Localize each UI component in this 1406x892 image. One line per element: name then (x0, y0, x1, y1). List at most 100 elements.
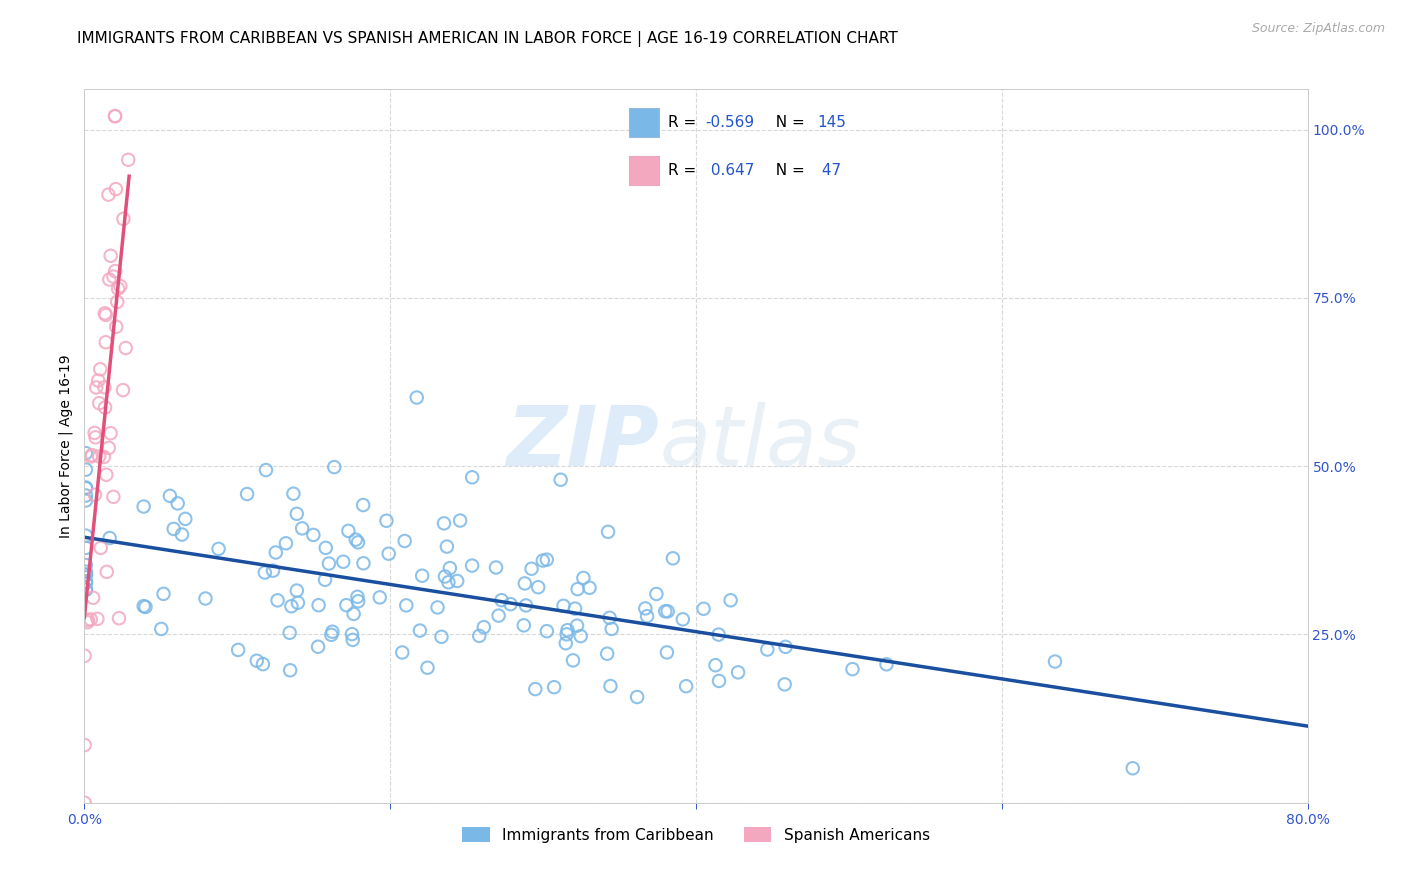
Point (291, 521, 314, 535)
Point (86, 612, 108, 626)
Point (226, 643, 249, 657)
Point (433, 569, 456, 583)
Point (672, 612, 695, 626)
Point (634, 601, 657, 615)
Point (513, 576, 536, 591)
Point (150, 622, 173, 636)
Point (352, 556, 374, 570)
Point (321, 624, 343, 639)
Point (555, 627, 578, 641)
Point (554, 636, 576, 650)
Point (134, 599, 156, 614)
Point (499, 597, 522, 611)
Point (461, 558, 484, 573)
Point (562, 653, 585, 667)
Point (83, 425, 105, 440)
Point (253, 566, 276, 580)
Point (105, 294, 128, 309)
Point (80, 450, 103, 464)
Point (94, 308, 117, 322)
Point (550, 473, 572, 487)
Point (264, 545, 287, 559)
Point (103, 490, 125, 504)
Point (524, 682, 547, 697)
Point (107, 282, 129, 296)
Point (75, 462, 97, 476)
Point (94, 335, 117, 350)
Point (75, 493, 97, 508)
Point (536, 552, 558, 566)
Point (626, 690, 648, 704)
Point (449, 514, 471, 528)
Text: ZIP: ZIP (506, 402, 659, 483)
Point (352, 498, 374, 512)
Point (75, 481, 97, 495)
Point (75, 481, 97, 495)
Point (315, 541, 337, 555)
Point (841, 662, 863, 676)
Point (93, 380, 115, 394)
Point (166, 496, 188, 510)
Point (75, 446, 97, 460)
Point (76, 615, 98, 630)
Point (565, 618, 588, 632)
Point (636, 609, 658, 624)
Point (596, 647, 619, 661)
Point (655, 645, 678, 659)
Point (513, 618, 536, 632)
Point (332, 555, 354, 569)
Y-axis label: In Labor Force | Age 16-19: In Labor Force | Age 16-19 (58, 354, 73, 538)
Point (274, 536, 297, 550)
Point (108, 611, 131, 625)
Point (439, 561, 461, 575)
Point (436, 540, 458, 554)
Point (491, 593, 513, 607)
Point (707, 673, 730, 688)
Point (391, 645, 413, 659)
Point (132, 599, 155, 614)
Point (340, 627, 363, 641)
Point (82, 448, 104, 462)
Point (1122, 761, 1144, 775)
Point (662, 551, 685, 566)
Point (515, 599, 537, 613)
Point (75, 582, 97, 597)
Point (278, 663, 301, 677)
Point (82, 591, 104, 605)
Point (536, 624, 558, 639)
Point (96, 565, 118, 579)
Point (527, 580, 550, 594)
Point (756, 642, 779, 657)
Point (318, 557, 340, 571)
Point (411, 568, 433, 582)
Point (488, 608, 510, 623)
Point (104, 109, 127, 123)
Point (83, 488, 105, 502)
Point (75, 558, 97, 572)
Point (98, 531, 121, 545)
Point (285, 507, 308, 521)
Point (252, 657, 274, 672)
Point (100, 249, 122, 263)
Point (110, 279, 132, 293)
Point (75, 565, 97, 579)
Point (75, 576, 97, 591)
Point (727, 665, 749, 680)
Point (446, 574, 468, 588)
Point (89, 362, 111, 376)
Point (485, 560, 508, 574)
Point (368, 591, 391, 605)
Point (84, 430, 107, 444)
Point (89, 450, 111, 464)
Point (344, 533, 367, 547)
Point (596, 524, 619, 539)
Point (1043, 655, 1066, 669)
Point (75, 529, 97, 543)
Point (461, 470, 484, 484)
Point (104, 109, 127, 123)
Point (307, 640, 329, 654)
Point (394, 534, 416, 549)
Point (159, 489, 181, 503)
Point (163, 522, 186, 536)
Point (87, 374, 110, 388)
